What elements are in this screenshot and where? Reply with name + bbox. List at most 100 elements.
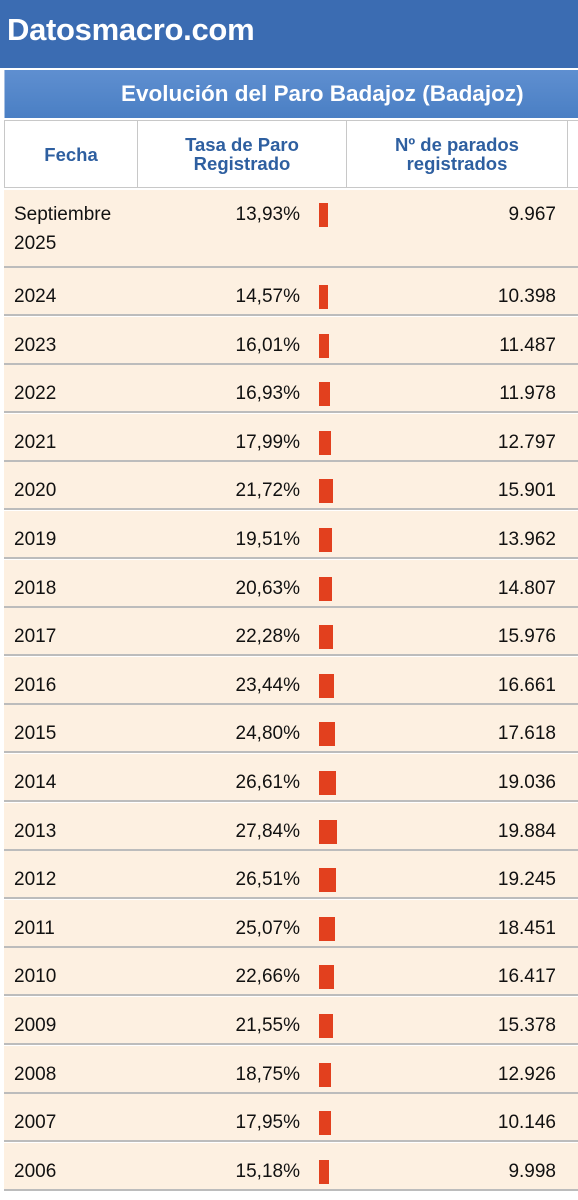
- cell-parados: 16.661: [497, 674, 556, 696]
- cell-fecha: 2009: [14, 1011, 134, 1040]
- cell-parados: 15.378: [497, 1015, 556, 1036]
- cell-fecha-line1: Septiembre: [14, 204, 112, 225]
- cell-parados: 15.976: [497, 626, 556, 648]
- tasa-bar: [319, 1062, 331, 1087]
- cell-parados: 18.451: [497, 917, 556, 939]
- table-row[interactable]: 2013 27,84% 19.884: [4, 802, 578, 851]
- cell-fecha-line1: 2016: [14, 674, 57, 696]
- cell-fecha: 2022: [14, 379, 134, 408]
- tasa-bar: [319, 1111, 331, 1136]
- cell-parados: 10.398: [497, 286, 556, 307]
- cell-fecha-line1: 2013: [14, 820, 57, 842]
- cell-tasa: 21,72%: [235, 480, 300, 502]
- cell-fecha: 2012: [14, 865, 134, 894]
- cell-tasa: 25,07%: [235, 917, 300, 939]
- table-row[interactable]: 2015 24,80% 17.618: [4, 705, 578, 754]
- cell-parados: 9.998: [508, 1160, 556, 1182]
- table-row[interactable]: 2018 20,63% 14.807: [4, 559, 578, 608]
- table-row[interactable]: 2014 26,61% 19.036: [4, 754, 578, 802]
- cell-fecha-line1: 2015: [14, 723, 57, 745]
- site-logo-link[interactable]: Datosmacro.com: [7, 12, 255, 47]
- cell-fecha: 2018: [14, 574, 134, 603]
- cell-fecha-line1: 2022: [14, 383, 57, 405]
- column-header-tasa[interactable]: Tasa de Paro Registrado: [137, 120, 347, 188]
- cell-fecha-line1: 2021: [14, 431, 57, 453]
- cell-fecha-line1: 2020: [14, 480, 57, 502]
- cell-fecha: 2014: [14, 768, 134, 797]
- table-row[interactable]: 2021 17,99% 12.797: [4, 413, 578, 462]
- cell-tasa: 27,84%: [235, 820, 300, 842]
- cell-tasa: 22,66%: [235, 966, 300, 988]
- tasa-bar: [319, 285, 328, 309]
- cell-parados: 19.884: [497, 820, 556, 842]
- cell-fecha: 2021: [14, 428, 134, 457]
- cell-tasa: 26,51%: [235, 869, 300, 891]
- table-row[interactable]: Septiembre 2025 13,93% 9.967: [4, 190, 578, 268]
- cell-tasa: 17,99%: [235, 431, 300, 453]
- cell-fecha: 2010: [14, 962, 134, 991]
- column-header-extra: [567, 120, 578, 188]
- cell-tasa: 13,93%: [235, 204, 300, 225]
- cell-fecha-line1: 2010: [14, 966, 57, 988]
- tasa-bar: [319, 203, 328, 227]
- cell-parados: 10.146: [497, 1112, 556, 1134]
- column-header-tasa-line1: Tasa de Paro: [185, 134, 299, 155]
- table-row[interactable]: 2012 26,51% 19.245: [4, 851, 578, 900]
- cell-parados: 9.967: [508, 204, 556, 225]
- cell-parados: 11.487: [499, 334, 556, 356]
- table-row[interactable]: 2011 25,07% 18.451: [4, 899, 578, 948]
- cell-parados: 15.901: [497, 480, 556, 502]
- cell-fecha-line1: 2017: [14, 626, 57, 648]
- cell-tasa: 19,51%: [235, 529, 300, 550]
- tasa-bar: [319, 673, 334, 698]
- table-row[interactable]: 2019 19,51% 13.962: [4, 511, 578, 559]
- cell-parados: 19.245: [497, 869, 556, 891]
- cell-tasa: 15,18%: [235, 1160, 300, 1182]
- cell-fecha: 2006: [14, 1157, 134, 1186]
- cell-tasa: 14,57%: [235, 286, 300, 307]
- tasa-bar: [319, 771, 336, 795]
- table-row[interactable]: 2017 22,28% 15.976: [4, 608, 578, 657]
- cell-parados: 14.807: [497, 577, 556, 599]
- table-header: Fecha Tasa de Paro Registrado Nº de para…: [4, 120, 578, 190]
- tasa-bar: [319, 576, 332, 601]
- cell-fecha-line1: 2009: [14, 1015, 57, 1036]
- site-header: Datosmacro.com: [0, 0, 578, 68]
- tasa-bar: [319, 819, 337, 844]
- cell-tasa: 16,93%: [235, 383, 300, 405]
- table-row[interactable]: 2020 21,72% 15.901: [4, 462, 578, 511]
- table-row[interactable]: 2016 23,44% 16.661: [4, 656, 578, 705]
- cell-fecha: 2017: [14, 622, 134, 651]
- table-row[interactable]: 2009 21,55% 15.378: [4, 997, 578, 1045]
- table-title-bar: Evolución del Paro Badajoz (Badajoz): [4, 70, 578, 118]
- column-header-parados[interactable]: Nº de parados registrados: [346, 120, 568, 188]
- cell-fecha-line1: 2019: [14, 529, 57, 550]
- cell-fecha: 2020: [14, 476, 134, 505]
- cell-fecha: 2024: [14, 282, 134, 311]
- cell-fecha: 2019: [14, 525, 134, 554]
- cell-fecha: 2011: [14, 914, 134, 943]
- tasa-bar: [319, 382, 330, 407]
- column-header-fecha[interactable]: Fecha: [4, 120, 138, 188]
- column-header-parados-line2: registrados: [406, 153, 508, 174]
- table-row[interactable]: 2010 22,66% 16.417: [4, 948, 578, 997]
- column-header-tasa-line2: Registrado: [193, 153, 291, 174]
- cell-tasa: 21,55%: [235, 1015, 300, 1036]
- table-row[interactable]: 2024 14,57% 10.398: [4, 268, 578, 316]
- tasa-bar: [319, 625, 333, 650]
- cell-tasa: 16,01%: [235, 334, 300, 356]
- table-row[interactable]: 2008 18,75% 12.926: [4, 1045, 578, 1094]
- cell-tasa: 17,95%: [235, 1112, 300, 1134]
- cell-parados: 13.962: [497, 529, 556, 550]
- table-row[interactable]: 2022 16,93% 11.978: [4, 365, 578, 414]
- cell-tasa: 26,61%: [235, 772, 300, 793]
- tasa-bar: [319, 430, 331, 455]
- cell-tasa: 23,44%: [235, 674, 300, 696]
- column-header-fecha-label: Fecha: [44, 143, 98, 165]
- table-row[interactable]: 2006 15,18% 9.998: [4, 1142, 578, 1191]
- table-row[interactable]: 2007 17,95% 10.146: [4, 1094, 578, 1143]
- cell-fecha-line1: 2011: [14, 917, 55, 939]
- cell-fecha-line1: 2023: [14, 334, 57, 356]
- table-row[interactable]: 2023 16,01% 11.487: [4, 316, 578, 365]
- cell-fecha-line1: 2006: [14, 1160, 57, 1182]
